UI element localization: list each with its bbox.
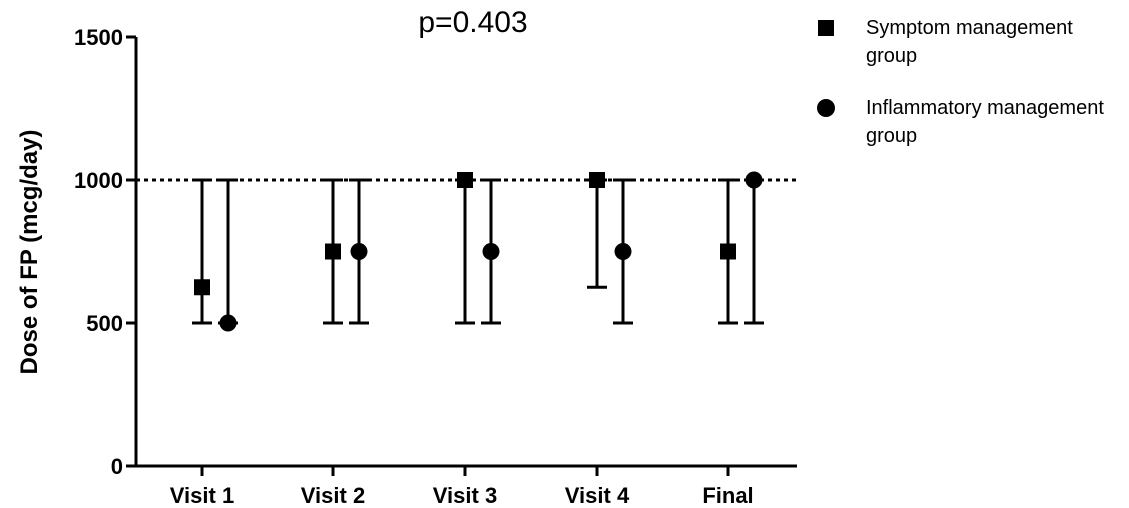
inflammatory-point xyxy=(219,314,237,332)
symptom-point xyxy=(457,172,473,188)
circle-marker-icon xyxy=(817,99,835,117)
y-tick-label: 0 xyxy=(111,454,123,479)
data-marks xyxy=(192,171,764,332)
axes: 0 500 1000 1500 Visit 1 Visit 2 Visit 3 Visit 4… xyxy=(74,25,797,508)
x-tick-label: Visit 1 xyxy=(170,483,234,508)
y-tick-label: 1000 xyxy=(74,168,123,193)
inflammatory-point xyxy=(614,243,632,260)
symptom-point xyxy=(589,172,605,188)
y-tick-label: 500 xyxy=(86,311,123,336)
inflammatory-point xyxy=(745,171,763,189)
x-tick-label: Visit 2 xyxy=(301,483,365,508)
symptom-point xyxy=(194,279,210,296)
y-tick-label: 1500 xyxy=(74,25,123,50)
x-tick-label: Visit 3 xyxy=(433,483,497,508)
legend-label-symptom: Symptom management group xyxy=(866,17,1073,67)
x-tick-label: Visit 4 xyxy=(565,483,630,508)
symptom-point xyxy=(720,243,736,260)
inflammatory-point xyxy=(350,243,368,260)
x-tick-label: Final xyxy=(702,483,753,508)
y-axis-label: Dose of FP (mcg/day) xyxy=(16,130,43,375)
inflammatory-point xyxy=(482,243,500,260)
legend-item-inflammatory: Inflammatory management group xyxy=(812,94,1122,150)
square-marker-icon xyxy=(818,20,834,36)
symptom-point xyxy=(325,243,341,260)
legend-label-inflammatory: Inflammatory management group xyxy=(866,97,1104,147)
chart-title: p=0.403 xyxy=(418,6,527,39)
legend-item-symptom: Symptom management group xyxy=(812,14,1122,70)
legend: Symptom management group Inflammatory ma… xyxy=(812,14,1122,174)
